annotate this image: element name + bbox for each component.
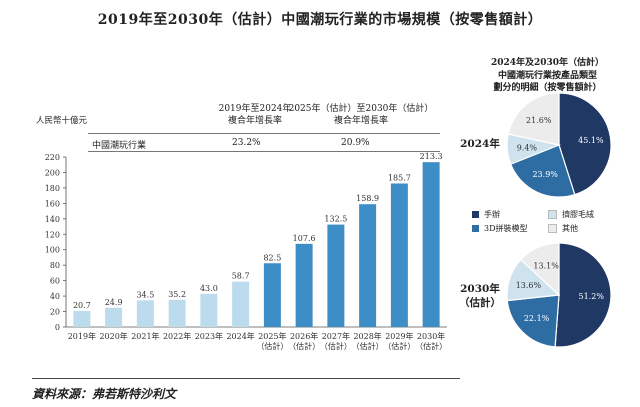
- y-tick-label: 60: [50, 277, 60, 286]
- cagr-period2-value: 20.9%: [341, 138, 370, 148]
- chart-title: 2019年至2030年（估計）中國潮玩行業的市場規模（按零售額計）: [97, 12, 543, 28]
- x-tick-label: 2027年（估計）: [320, 331, 352, 351]
- bar-value-label: 107.6: [293, 234, 316, 243]
- pie-box-title-line2: 中國潮玩行業按產品類型: [497, 70, 597, 81]
- legend-swatch-other: [548, 224, 557, 233]
- pie-2024-slice: [558, 92, 612, 196]
- x-tick-label: 2024年: [226, 331, 254, 341]
- pie-2030-slice-label: 22.1%: [524, 314, 550, 323]
- y-tick-label: 100: [45, 246, 60, 255]
- bar-value-label: 213.3: [420, 152, 443, 161]
- cagr-top-rule: [88, 133, 440, 134]
- x-tick-label: 2028年（估計）: [352, 331, 384, 351]
- y-tick-label: 0: [55, 323, 60, 332]
- pie-year-2024: 2024年: [460, 138, 500, 150]
- y-tick-label: 40: [50, 292, 60, 301]
- bar-value-label: 20.7: [73, 301, 91, 310]
- cagr-period1-label-line2: 複合年增長率: [227, 115, 282, 126]
- y-tick-label: 180: [45, 184, 60, 193]
- pie-box-title-line1: 2024年及2030年（估計）: [490, 58, 605, 68]
- y-tick-label: 20: [50, 308, 60, 317]
- legend-item-other: 其他: [548, 223, 578, 234]
- bar-value-label: 35.2: [168, 290, 186, 299]
- legend-swatch-figure: [472, 211, 479, 218]
- bar-value-label: 34.5: [136, 290, 154, 299]
- bar: [390, 183, 408, 327]
- x-tick-label: 2026年（估計）: [288, 331, 320, 351]
- bar-value-label: 24.9: [105, 298, 123, 307]
- legend-label-plush: 擠膠毛絨: [562, 210, 594, 219]
- pie-2030-slice: [506, 294, 560, 348]
- legend-item-plush: 擠膠毛絨: [548, 209, 594, 220]
- bar: [327, 224, 345, 327]
- cagr-period2-label-line2: 複合年增長率: [333, 115, 388, 126]
- pie-2024-slice: [507, 92, 560, 146]
- x-tick-label: 2019年: [68, 331, 96, 341]
- cagr-bottom-rule: [88, 151, 440, 152]
- y-tick-label: 220: [45, 153, 60, 162]
- pie-2024-slice-label: 9.4%: [517, 144, 538, 153]
- bar: [136, 300, 154, 327]
- bar-value-label: 158.9: [356, 194, 379, 203]
- legend-label-figure: 手辦: [484, 210, 500, 219]
- source-rule: [32, 378, 460, 379]
- pie-2024-slice-label: 21.6%: [526, 116, 552, 125]
- y-tick-label: 80: [50, 261, 60, 270]
- bar-value-label: 82.5: [263, 253, 281, 262]
- pie-box-title-line3: 劃分的明細（按零售額計）: [493, 83, 602, 93]
- bar: [73, 311, 91, 327]
- pie-2030-slice-label: 51.2%: [579, 292, 605, 301]
- cagr-period1-label-line1: 2019年至2024年: [218, 104, 292, 114]
- x-tick-label: 2023年: [195, 331, 223, 341]
- bar: [263, 263, 281, 327]
- y-tick-label: 140: [45, 215, 60, 224]
- x-tick-label: 2021年: [131, 331, 159, 341]
- unit-label: 人民幣十億元: [36, 116, 88, 126]
- y-tick-label: 120: [45, 230, 60, 239]
- pie-2024-slice-label: 45.1%: [578, 136, 604, 145]
- bar-value-label: 58.7: [232, 272, 250, 281]
- x-tick-label: 2022年: [163, 331, 191, 341]
- cagr-period1-header: 2019年至2024年 複合年增長率: [195, 104, 315, 127]
- legend-label-other: 其他: [562, 224, 578, 233]
- bar: [295, 243, 313, 327]
- bar: [168, 299, 186, 327]
- y-tick-label: 160: [45, 199, 60, 208]
- pie-year-2030-line2: （估計）: [459, 297, 501, 309]
- bar: [200, 293, 218, 327]
- bar-value-label: 185.7: [388, 174, 411, 183]
- cagr-period1-value: 23.2%: [232, 138, 261, 148]
- x-tick-label: 2025年（估計）: [256, 331, 288, 351]
- bar-value-label: 43.0: [200, 284, 218, 293]
- x-tick-label: 2029年（估計）: [383, 331, 415, 351]
- bar: [105, 307, 123, 327]
- pie-2030-slice: [520, 242, 560, 297]
- y-tick-label: 200: [45, 168, 60, 177]
- bar-value-label: 132.5: [324, 215, 347, 224]
- legend-item-figure: 手辦: [472, 209, 500, 220]
- pie-2024-slice-label: 23.9%: [532, 170, 558, 179]
- legend-swatch-model: [472, 225, 479, 232]
- pie-year-2030-line1: 2030年: [460, 283, 500, 295]
- x-tick-label: 2030年（估計）: [415, 331, 447, 351]
- cagr-period2-label-line1: 2025年（估計）至2030年（估計）: [288, 104, 434, 114]
- pie-box-title: 2024年及2030年（估計） 中國潮玩行業按產品類型 劃分的明細（按零售額計）: [455, 57, 640, 95]
- pie-year-2030: 2030年 （估計）: [455, 282, 505, 310]
- bar: [422, 162, 440, 327]
- cagr-period2-header: 2025年（估計）至2030年（估計） 複合年增長率: [286, 104, 436, 127]
- legend-label-model: 3D拼裝模型: [484, 224, 528, 233]
- legend-item-model: 3D拼裝模型: [472, 223, 528, 234]
- pie-2030-slice-label: 13.1%: [533, 261, 559, 270]
- bar: [359, 204, 377, 327]
- bar: [232, 281, 250, 327]
- x-tick-label: 2020年: [99, 331, 127, 341]
- legend-swatch-plush: [548, 210, 557, 219]
- pie-2030-slice: [554, 242, 612, 348]
- pie-2030-slice-label: 13.6%: [516, 281, 542, 290]
- cagr-row-label: 中國潮玩行業: [92, 141, 147, 151]
- source-note: 資料來源：弗若斯特沙利文: [32, 387, 177, 401]
